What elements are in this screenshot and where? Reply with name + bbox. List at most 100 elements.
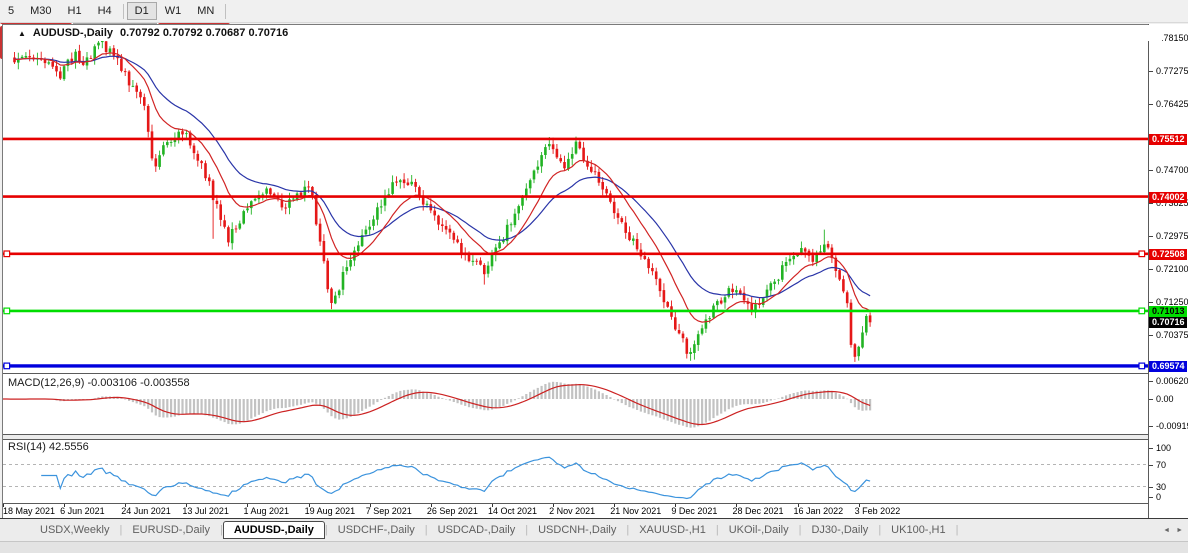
axis-tick <box>1149 71 1153 72</box>
axis-tick <box>1149 335 1153 336</box>
axis-tick <box>1149 236 1153 237</box>
price-axis-label: 0.74700 <box>1156 165 1188 175</box>
tab-divider: | <box>715 524 719 536</box>
pane-separator-rsi-top <box>3 439 1188 440</box>
date-tick <box>491 504 493 507</box>
chart-window-background <box>2 24 1188 518</box>
level-price-label: 0.71013 <box>1149 306 1187 317</box>
date-axis-label: 19 Aug 2021 <box>304 506 356 516</box>
chart-title-bar: ▲ AUDUSD-,Daily 0.70792 0.70792 0.70687 … <box>3 25 1162 41</box>
pane-separator-macd-top[interactable] <box>3 434 1188 435</box>
macd-axis-label: -0.00919 <box>1156 421 1188 431</box>
status-strip <box>0 541 1188 553</box>
tab-divider: | <box>626 524 630 536</box>
timeframe-button-5[interactable]: 5 <box>8 5 15 17</box>
date-axis-label: 21 Nov 2021 <box>610 506 662 516</box>
date-axis-label: 14 Oct 2021 <box>487 506 537 516</box>
price-axis-label: 0.78150 <box>1156 33 1188 43</box>
rsi-axis-label: 70 <box>1156 460 1167 470</box>
date-tick <box>125 504 127 507</box>
price-axis-label: 0.71250 <box>1156 297 1188 307</box>
date-tick <box>369 504 371 507</box>
axis-tick <box>1149 203 1153 204</box>
date-axis-label: 13 Jul 2021 <box>182 506 229 516</box>
timeframe-button-D1[interactable]: D1 <box>126 2 157 20</box>
macd-indicator-label: MACD(12,26,9) -0.003106 -0.003558 <box>8 377 190 389</box>
axis-tick <box>1149 104 1153 105</box>
axis-tick <box>1149 399 1153 400</box>
level-price-label: 0.69574 <box>1149 361 1187 372</box>
level-price-label: 0.75512 <box>1149 134 1187 145</box>
timeframe-button-W1[interactable]: W1 <box>164 5 182 17</box>
timeframe-button-M30[interactable]: M30 <box>30 5 52 17</box>
symbol-tab-audusd-daily[interactable]: AUDUSD-,Daily <box>222 521 325 539</box>
axis-tick <box>1149 381 1153 382</box>
symbol-tab-usdchf-daily[interactable]: USDCHF-,Daily <box>337 524 415 536</box>
price-axis[interactable]: 0.78150 0.77275 0.76425 0.74700 0.73825 0.729… <box>1149 24 1188 518</box>
date-tick <box>3 504 4 507</box>
tab-divider: | <box>119 524 123 536</box>
date-axis-label: 16 Jan 2022 <box>793 506 844 516</box>
symbol-tab-dj30-daily[interactable]: DJ30-,Daily <box>811 524 869 536</box>
date-tick <box>186 504 188 507</box>
date-tick <box>675 504 677 507</box>
price-axis-border <box>1148 24 1149 518</box>
tab-divider: | <box>219 524 223 536</box>
symbol-tab-usdcnh-daily[interactable]: USDCNH-,Daily <box>538 524 617 536</box>
rsi-axis-label: 30 <box>1156 482 1167 492</box>
tab-divider: | <box>878 524 882 536</box>
tab-scroll-left-icon[interactable]: ◄ <box>1163 526 1171 534</box>
tab-divider: | <box>955 524 959 536</box>
collapse-arrow-icon[interactable]: ▲ <box>18 28 26 38</box>
price-axis-label: 0.73825 <box>1156 198 1188 208</box>
date-axis-label: 6 Jun 2021 <box>60 506 105 516</box>
axis-tick <box>1149 497 1153 498</box>
axis-tick <box>1149 269 1153 270</box>
axis-tick <box>1149 170 1153 171</box>
axis-tick <box>1149 465 1153 466</box>
timeframe-button-MN[interactable]: MN <box>197 5 215 17</box>
date-axis-label: 1 Aug 2021 <box>243 506 290 516</box>
symbol-tab-ukoil-daily[interactable]: UKOil-,Daily <box>728 524 789 536</box>
date-tick <box>64 504 66 507</box>
price-axis-label: 0.70375 <box>1156 330 1188 340</box>
symbol-tab-usdcad-daily[interactable]: USDCAD-,Daily <box>437 524 516 536</box>
toolbar-separator <box>122 3 124 19</box>
macd-axis-label: 0.00 <box>1156 394 1174 404</box>
date-tick <box>797 504 799 507</box>
axis-tick <box>1149 302 1153 303</box>
timeframe-toolbar: 5 M30 H1 H4 D1 W1 MN <box>0 0 1188 23</box>
date-axis-label: 2 Nov 2021 <box>549 506 596 516</box>
pane-separator-main-macd[interactable] <box>3 373 1188 374</box>
price-axis-label: 0.77275 <box>1156 66 1188 76</box>
chart-ohlc-values: 0.70792 0.70792 0.70687 0.70716 <box>120 27 289 39</box>
symbol-tab-xauusd-h1[interactable]: XAUUSD-,H1 <box>639 524 706 536</box>
symbol-tab-uk100-h1[interactable]: UK100-,H1 <box>891 524 946 536</box>
symbol-tab-usdx-weekly[interactable]: USDX,Weekly <box>40 524 110 536</box>
date-axis-label: 3 Feb 2022 <box>854 506 901 516</box>
date-tick <box>614 504 616 507</box>
date-axis[interactable]: 18 May 2021 6 Jun 2021 24 Jun 2021 13 Jul 2… <box>3 504 1148 517</box>
date-tick <box>553 504 555 507</box>
tab-scroll-right-icon[interactable]: ► <box>1176 526 1183 534</box>
axis-tick <box>1149 487 1153 488</box>
price-axis-label: 0.76425 <box>1156 99 1188 109</box>
tab-divider: | <box>424 524 428 536</box>
date-axis-label: 26 Sep 2021 <box>426 506 478 516</box>
toolbar-separator <box>225 3 227 19</box>
chart-symbol-title: AUDUSD-,Daily <box>32 27 113 39</box>
pane-separator-band[interactable] <box>3 435 1188 439</box>
axis-tick <box>1149 448 1153 449</box>
timeframe-button-H4[interactable]: H4 <box>97 5 112 17</box>
macd-axis-label: 0.006201 <box>1156 376 1188 386</box>
axis-tick <box>1149 426 1153 427</box>
symbol-tab-bar: USDX,Weekly | EURUSD-,Daily | AUDUSD-,Daily |… <box>0 519 1188 541</box>
level-price-label: 0.72508 <box>1149 249 1187 260</box>
symbol-tab-eurusd-daily[interactable]: EURUSD-,Daily <box>132 524 210 536</box>
rsi-axis-label: 100 <box>1156 443 1172 453</box>
date-axis-label: 28 Dec 2021 <box>732 506 784 516</box>
timeframe-button-H1[interactable]: H1 <box>67 5 82 17</box>
rsi-indicator-label: RSI(14) 42.5556 <box>8 441 89 453</box>
level-price-label: 0.74002 <box>1149 192 1187 203</box>
